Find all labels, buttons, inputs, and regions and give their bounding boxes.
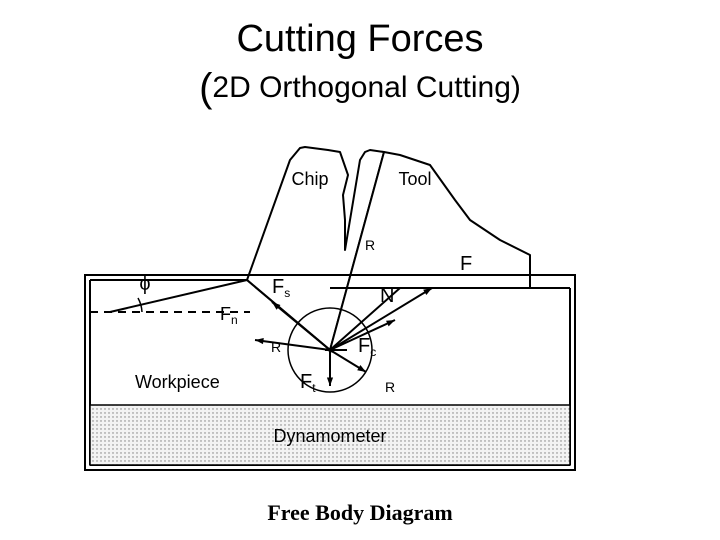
svg-text:Chip: Chip (291, 169, 328, 189)
svg-text:R: R (271, 339, 281, 355)
svg-text:Tool: Tool (398, 169, 431, 189)
svg-text:Fc: Fc (358, 335, 376, 359)
svg-text:Ft: Ft (300, 371, 316, 395)
svg-text:R: R (385, 379, 395, 395)
svg-text:ϕ: ϕ (139, 273, 150, 295)
diagram-svg: ChipToolWorkpieceDynamometerϕRFFsFnNRFcF… (0, 0, 720, 540)
svg-text:Fn: Fn (220, 304, 238, 327)
svg-text:F: F (460, 253, 472, 275)
svg-text:Dynamometer: Dynamometer (273, 426, 386, 446)
svg-text:Workpiece: Workpiece (135, 372, 220, 392)
svg-text:R: R (365, 237, 375, 253)
caption: Free Body Diagram (0, 500, 720, 526)
svg-text:N: N (380, 285, 394, 307)
